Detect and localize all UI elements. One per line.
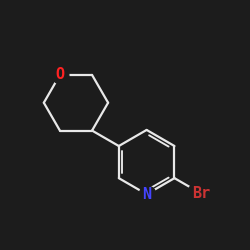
Text: N: N	[142, 187, 151, 202]
Text: O: O	[55, 68, 64, 82]
Text: Br: Br	[192, 186, 210, 201]
